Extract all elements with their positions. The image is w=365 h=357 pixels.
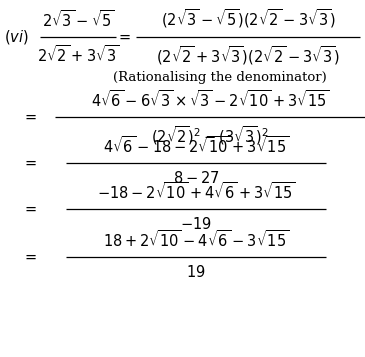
Text: $(vi)$: $(vi)$ (4, 28, 29, 46)
Text: $-18-2\sqrt{10}+4\sqrt{6}+3\sqrt{15}$: $-18-2\sqrt{10}+4\sqrt{6}+3\sqrt{15}$ (97, 181, 295, 202)
Text: (Rationalising the denominator): (Rationalising the denominator) (113, 70, 327, 84)
Text: $19$: $19$ (186, 264, 206, 280)
Text: $=$: $=$ (22, 202, 38, 216)
Text: $=$: $=$ (22, 110, 38, 124)
Text: $2\sqrt{2}+3\sqrt{3}$: $2\sqrt{2}+3\sqrt{3}$ (37, 44, 119, 65)
Text: $8-27$: $8-27$ (173, 170, 219, 186)
Text: $(2\sqrt{3}-\sqrt{5})(2\sqrt{2}-3\sqrt{3})$: $(2\sqrt{3}-\sqrt{5})(2\sqrt{2}-3\sqrt{3… (161, 7, 335, 30)
Text: $4\sqrt{6}-18-2\sqrt{10}+3\sqrt{15}$: $4\sqrt{6}-18-2\sqrt{10}+3\sqrt{15}$ (103, 135, 289, 156)
Text: $=$: $=$ (22, 156, 38, 170)
Text: $=$: $=$ (22, 250, 38, 264)
Text: $18+2\sqrt{10}-4\sqrt{6}-3\sqrt{15}$: $18+2\sqrt{10}-4\sqrt{6}-3\sqrt{15}$ (103, 229, 289, 250)
Text: $-19$: $-19$ (180, 216, 212, 232)
Text: $(2\sqrt{2})^2-(3\sqrt{3})^2$: $(2\sqrt{2})^2-(3\sqrt{3})^2$ (151, 124, 269, 147)
Text: $=$: $=$ (116, 30, 132, 44)
Text: $4\sqrt{6}-6\sqrt{3}\times\sqrt{3}-2\sqrt{10}+3\sqrt{15}$: $4\sqrt{6}-6\sqrt{3}\times\sqrt{3}-2\sqr… (91, 89, 329, 110)
Text: $2\sqrt{3}-\sqrt{5}$: $2\sqrt{3}-\sqrt{5}$ (42, 9, 115, 30)
Text: $(2\sqrt{2}+3\sqrt{3})(2\sqrt{2}-3\sqrt{3})$: $(2\sqrt{2}+3\sqrt{3})(2\sqrt{2}-3\sqrt{… (156, 44, 340, 67)
